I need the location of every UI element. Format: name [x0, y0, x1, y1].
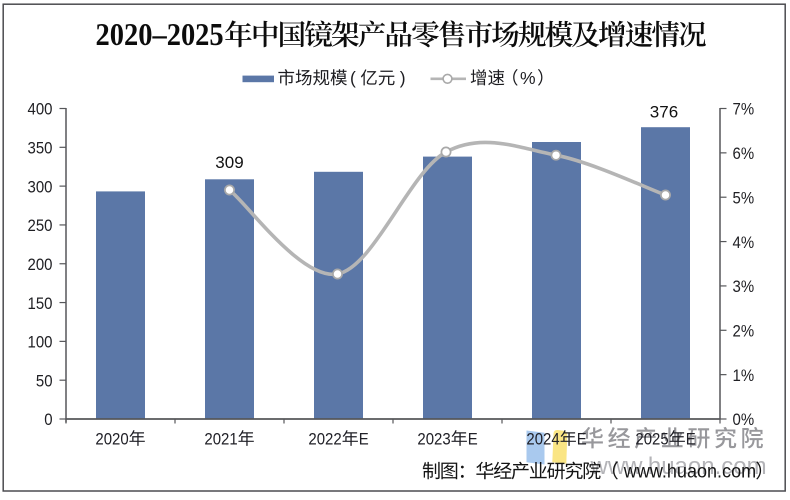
svg-text:E: E — [468, 431, 478, 449]
svg-text:E: E — [577, 431, 587, 449]
svg-text:3%: 3% — [733, 278, 755, 296]
svg-text:2020: 2020 — [95, 431, 128, 449]
svg-text:350: 350 — [28, 140, 53, 158]
svg-text:www.huaon.com: www.huaon.com — [623, 460, 756, 482]
svg-text:2021: 2021 — [204, 431, 237, 449]
svg-text:50: 50 — [36, 373, 53, 391]
svg-text:200: 200 — [28, 256, 53, 274]
svg-text:100: 100 — [28, 334, 53, 352]
svg-text:150: 150 — [28, 295, 53, 313]
svg-text:7%: 7% — [733, 101, 755, 119]
svg-text:5%: 5% — [733, 190, 755, 208]
svg-text:2020–2025: 2020–2025 — [96, 18, 224, 53]
svg-text:2022: 2022 — [308, 431, 341, 449]
svg-text:0: 0 — [44, 411, 52, 429]
svg-text:E: E — [686, 431, 696, 449]
svg-text:376: 376 — [650, 103, 678, 122]
svg-text:E: E — [359, 431, 369, 449]
svg-text:300: 300 — [28, 178, 53, 196]
svg-text:1%: 1% — [733, 367, 755, 385]
svg-text:0%: 0% — [733, 411, 755, 429]
svg-text:2023: 2023 — [417, 431, 450, 449]
svg-text:www.huaon.com: www.huaon.com — [590, 453, 767, 480]
svg-text:2%: 2% — [733, 323, 755, 341]
svg-text:250: 250 — [28, 217, 53, 235]
svg-text:6%: 6% — [733, 145, 755, 163]
svg-text:2025: 2025 — [635, 431, 668, 449]
svg-text:309: 309 — [215, 153, 243, 172]
svg-text:4%: 4% — [733, 234, 755, 252]
svg-text:400: 400 — [28, 101, 53, 119]
svg-text:%: % — [520, 68, 536, 88]
svg-text:2024: 2024 — [526, 431, 559, 449]
svg-text:(: ( — [350, 68, 356, 88]
svg-text:): ) — [400, 68, 406, 88]
